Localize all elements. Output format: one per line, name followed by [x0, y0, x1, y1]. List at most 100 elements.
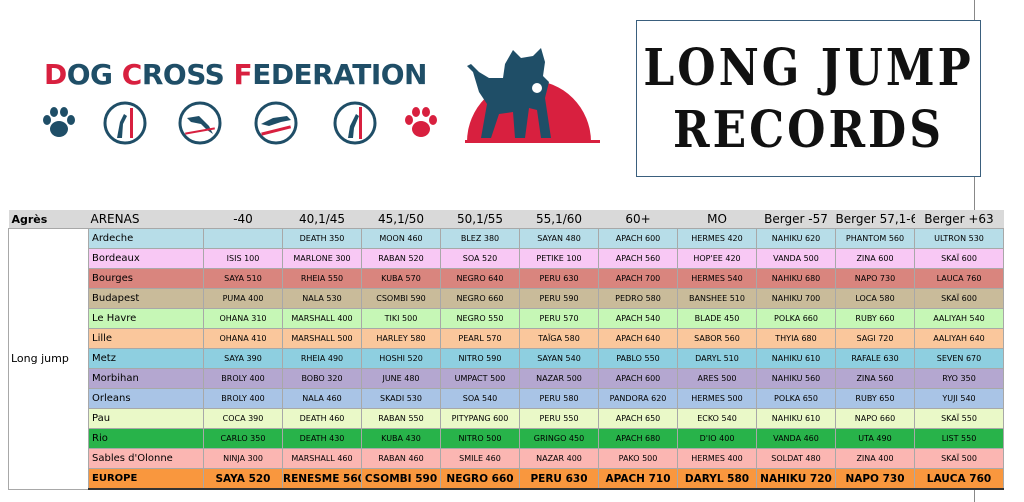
record-cell: ZINA 600 [835, 248, 915, 269]
record-cell: ISIS 100 [203, 248, 283, 269]
federation-logo-text: DOG CROSS FEDERATION [44, 58, 427, 91]
record-cell: NITRO 590 [440, 348, 520, 369]
record-cell: NEGRO 640 [440, 268, 520, 289]
record-cell: TAÏGA 580 [519, 328, 599, 349]
table-row: Lille OHANA 410 MARSHALL 500 HARLEY 580 PEAR… [9, 328, 1004, 349]
title-box: LONG JUMP RECORDS [636, 20, 981, 177]
record-cell: JUNE 480 [361, 368, 441, 389]
record-cell: RYO 350 [914, 368, 1004, 389]
record-cell: KUBA 570 [361, 268, 441, 289]
record-cell: UTA 490 [835, 428, 915, 449]
record-cell: NAPO 660 [835, 408, 915, 429]
record-cell: SKADI 530 [361, 388, 441, 409]
column-header: Berger +63 [914, 210, 1004, 229]
arena-name: Ardeche [88, 228, 204, 249]
record-cell: NEGRO 660 [440, 288, 520, 309]
record-cell: SOA 520 [440, 248, 520, 269]
arena-name: Budapest [88, 288, 204, 309]
arena-name: Lille [88, 328, 204, 349]
record-cell: PABLO 550 [598, 348, 678, 369]
record-cell: CSOMBI 590 [361, 288, 441, 309]
record-cell: APACH 540 [598, 308, 678, 329]
record-cell: VANDA 500 [756, 248, 836, 269]
record-cell: SAYA 520 [203, 468, 283, 490]
arena-name: Pau [88, 408, 204, 429]
record-cell: NEGRO 550 [440, 308, 520, 329]
record-cell: LIST 550 [914, 428, 1004, 449]
arena-name: EUROPE [88, 468, 204, 490]
arena-name: Metz [88, 348, 204, 369]
table-row: Bourges SAYA 510 RHEIA 550 KUBA 570 NEGRO 64… [9, 268, 1004, 289]
record-cell: HARLEY 580 [361, 328, 441, 349]
table-row: Morbihan BROLY 400 BOBO 320 JUNE 480 UMPACT … [9, 368, 1004, 389]
record-cell: CSOMBI 590 [361, 468, 441, 490]
record-cell: GRINGO 450 [519, 428, 599, 449]
record-cell: NAZAR 500 [519, 368, 599, 389]
record-cell: KUBA 430 [361, 428, 441, 449]
arena-name: Bordeaux [88, 248, 204, 269]
record-cell: HERMES 540 [677, 268, 757, 289]
column-header: ARENAS [88, 210, 204, 229]
record-cell: SOLDAT 480 [756, 448, 836, 469]
record-cell: NAHIKU 720 [756, 468, 836, 490]
record-cell: SAYAN 480 [519, 228, 599, 249]
record-cell: ULTRON 530 [914, 228, 1004, 249]
record-cell: BANSHEE 510 [677, 288, 757, 309]
title-line-2: RECORDS [673, 101, 944, 160]
record-cell: PITYPANG 600 [440, 408, 520, 429]
column-header: Berger 57,1-63 [835, 210, 915, 229]
record-cell: NAPO 730 [835, 268, 915, 289]
column-header: MO [677, 210, 757, 229]
paw-icon [405, 107, 437, 137]
record-cell: MOON 460 [361, 228, 441, 249]
record-cell: ZINA 560 [835, 368, 915, 389]
record-cell: RABAN 550 [361, 408, 441, 429]
record-cell: ZINA 400 [835, 448, 915, 469]
record-cell: OHANA 410 [203, 328, 283, 349]
record-cell: HOSHI 520 [361, 348, 441, 369]
record-cell: RAFALE 630 [835, 348, 915, 369]
record-cell: DEATH 430 [282, 428, 362, 449]
record-cell: LAUCA 760 [914, 468, 1004, 490]
record-cell: PUMA 400 [203, 288, 283, 309]
column-header: Agrès [8, 210, 89, 229]
record-cell: LOCA 580 [835, 288, 915, 309]
record-cell: PERU 570 [519, 308, 599, 329]
record-cell: NAHIKU 610 [756, 348, 836, 369]
record-cell: RUBY 660 [835, 308, 915, 329]
record-cell: NAHIKU 620 [756, 228, 836, 249]
record-cell: APACH 560 [598, 248, 678, 269]
record-cell: MARSHALL 400 [282, 308, 362, 329]
long-jump-icon [254, 101, 298, 145]
record-cell: NAPO 730 [835, 468, 915, 490]
column-header: 40,1/45 [282, 210, 362, 229]
record-cell: CARLO 350 [203, 428, 283, 449]
record-cell: MARSHALL 460 [282, 448, 362, 469]
discipline-icons [40, 100, 440, 146]
title-line-1: LONG JUMP [643, 39, 974, 98]
record-cell: LAUCA 760 [914, 268, 1004, 289]
record-cell: NAHIKU 700 [756, 288, 836, 309]
dog-logo-emblem [465, 48, 600, 143]
record-cell: HERMES 420 [677, 228, 757, 249]
arena-name: Le Havre [88, 308, 204, 329]
record-cell: PHANTOM 560 [835, 228, 915, 249]
record-cell: NAZAR 400 [519, 448, 599, 469]
table-row: Metz SAYA 390 RHEIA 490 HOSHI 520 NITRO 590 S… [9, 348, 1004, 369]
record-cell: SAYA 510 [203, 268, 283, 289]
record-cell: NINJA 300 [203, 448, 283, 469]
record-cell: MARLONE 300 [282, 248, 362, 269]
record-cell: PETIKE 100 [519, 248, 599, 269]
record-cell: SABOR 560 [677, 328, 757, 349]
record-cell: NALA 460 [282, 388, 362, 409]
table-row: Pau COCA 390 DEATH 460 RABAN 550 PITYPANG 60… [9, 408, 1004, 429]
record-cell: SKAÏ 600 [914, 248, 1004, 269]
record-cell: HOP'EE 420 [677, 248, 757, 269]
record-cell: DEATH 350 [282, 228, 362, 249]
record-cell: BLEZ 380 [440, 228, 520, 249]
record-cell: PEARL 570 [440, 328, 520, 349]
record-cell: MARSHALL 500 [282, 328, 362, 349]
record-cell: SEVEN 670 [914, 348, 1004, 369]
record-cell: DEATH 460 [282, 408, 362, 429]
record-cell: RABAN 460 [361, 448, 441, 469]
